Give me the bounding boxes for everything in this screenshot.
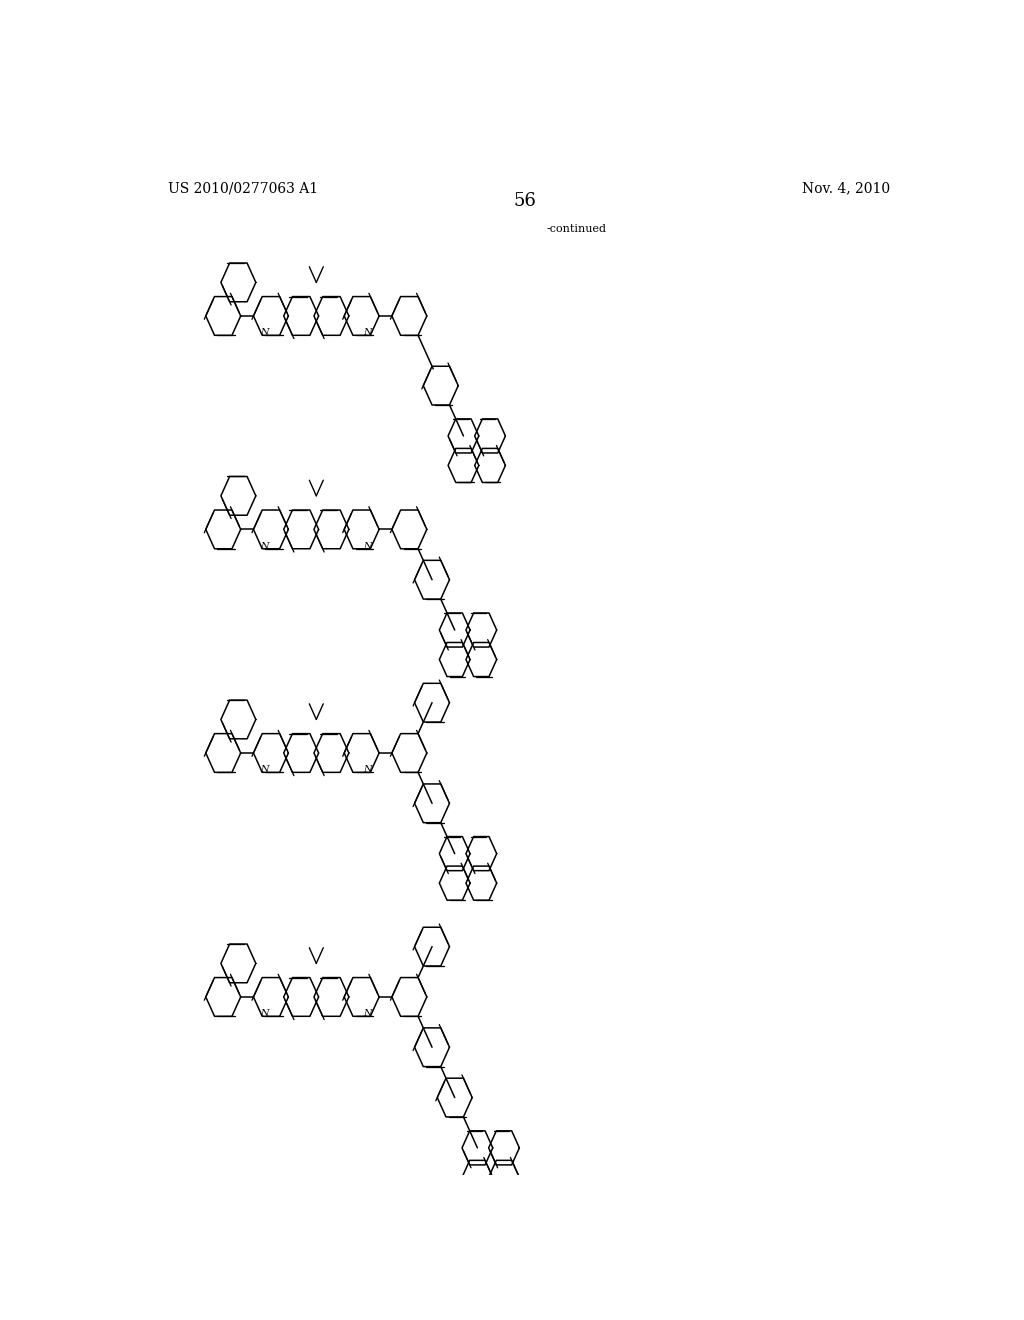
Text: N: N xyxy=(364,766,372,775)
Text: N: N xyxy=(364,541,372,550)
Text: N: N xyxy=(260,1010,269,1018)
Text: N: N xyxy=(364,1010,372,1018)
Text: -continued: -continued xyxy=(547,224,606,235)
Text: N: N xyxy=(364,329,372,337)
Text: 56: 56 xyxy=(513,191,537,210)
Text: US 2010/0277063 A1: US 2010/0277063 A1 xyxy=(168,182,317,195)
Text: N: N xyxy=(260,766,269,775)
Text: N: N xyxy=(260,541,269,550)
Text: N: N xyxy=(260,329,269,337)
Text: Nov. 4, 2010: Nov. 4, 2010 xyxy=(802,182,890,195)
